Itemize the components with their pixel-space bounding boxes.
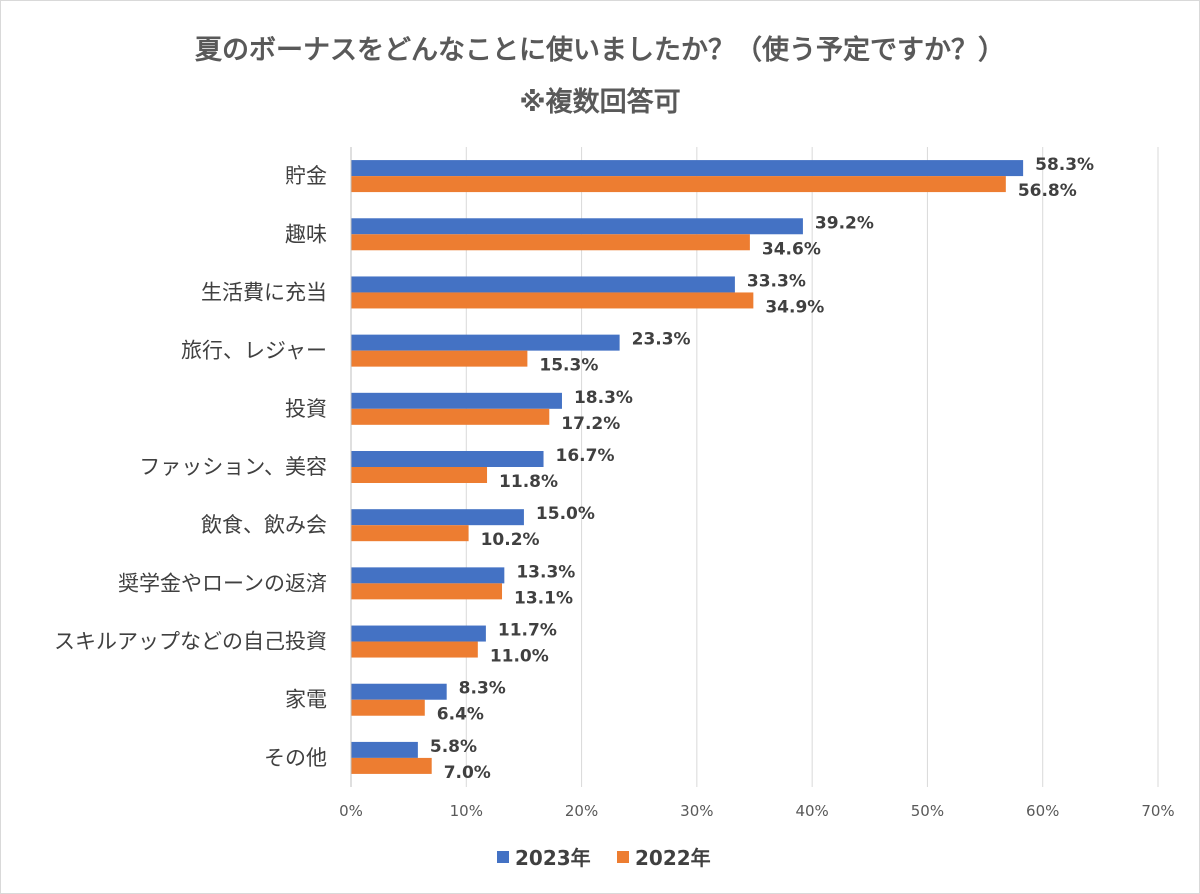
- data-label: 15.0%: [536, 504, 595, 524]
- bar-2023: [351, 625, 486, 642]
- data-label: 34.6%: [762, 239, 821, 259]
- x-tick-label: 70%: [1141, 802, 1174, 820]
- legend-label: 2022年: [635, 846, 711, 870]
- bar-2023: [351, 567, 505, 584]
- bar-2022: [351, 757, 432, 774]
- category-label: その他: [264, 746, 327, 770]
- bar-2022: [351, 699, 425, 716]
- chart-title: 夏のボーナスをどんなことに使いましたか？（使う予定ですか？）: [195, 35, 1005, 66]
- data-label: 8.3%: [459, 679, 506, 699]
- bar-2023: [351, 683, 447, 700]
- bar-2023: [351, 451, 544, 467]
- data-label: 18.3%: [574, 388, 633, 408]
- category-label: 家電: [285, 688, 327, 712]
- data-label: 16.7%: [556, 446, 615, 466]
- data-label: 11.7%: [498, 621, 557, 641]
- bar-2023: [351, 741, 418, 758]
- legend-swatch: [497, 851, 509, 863]
- bar-2022: [351, 408, 550, 425]
- bar-2023: [351, 509, 524, 526]
- data-label: 11.8%: [499, 472, 558, 492]
- data-label: 23.3%: [632, 330, 691, 350]
- category-label: 貯金: [285, 164, 327, 188]
- category-label: 奨学金やローンの返済: [118, 571, 327, 595]
- category-label: 投資: [285, 397, 327, 421]
- bar-2023: [351, 392, 562, 409]
- chart-subtitle: ※複数回答可: [519, 87, 681, 118]
- data-label: 13.1%: [514, 588, 573, 608]
- category-label: 飲食、飲み会: [201, 513, 327, 537]
- x-tick-label: 20%: [565, 802, 598, 820]
- data-label: 7.0%: [444, 763, 491, 783]
- category-label: 旅行、レジャー: [181, 339, 327, 363]
- data-label: 17.2%: [561, 414, 620, 434]
- category-label: スキルアップなどの自己投資: [54, 630, 327, 654]
- legend-swatch: [617, 851, 629, 863]
- data-label: 10.2%: [481, 530, 540, 550]
- data-label: 6.4%: [437, 705, 484, 725]
- bar-2022: [351, 350, 528, 367]
- bar-2022: [351, 641, 478, 658]
- category-label: ファッション、美容: [139, 455, 327, 479]
- data-label: 13.3%: [516, 562, 575, 582]
- data-label: 33.3%: [747, 271, 806, 291]
- data-label: 34.9%: [765, 297, 824, 317]
- x-tick-label: 30%: [680, 802, 713, 820]
- bar-2022: [351, 234, 750, 251]
- data-label: 11.0%: [490, 647, 549, 667]
- bar-2022: [351, 467, 488, 483]
- bar-2022: [351, 525, 469, 542]
- data-label: 56.8%: [1018, 181, 1077, 201]
- bar-2023: [351, 218, 803, 235]
- data-label: 15.3%: [539, 356, 598, 376]
- x-tick-label: 60%: [1026, 802, 1059, 820]
- category-label: 趣味: [285, 222, 327, 246]
- x-tick-label: 0%: [339, 802, 363, 820]
- x-tick-label: 50%: [911, 802, 944, 820]
- bar-2022: [351, 176, 1006, 193]
- bar-2023: [351, 276, 735, 293]
- bar-2022: [351, 292, 754, 309]
- category-label: 生活費に充当: [201, 280, 327, 304]
- data-label: 58.3%: [1035, 155, 1094, 175]
- x-tick-label: 10%: [450, 802, 483, 820]
- legend-label: 2023年: [515, 846, 591, 870]
- data-label: 39.2%: [815, 213, 874, 233]
- data-label: 5.8%: [430, 737, 477, 757]
- bar-2023: [351, 160, 1024, 177]
- bar-2022: [351, 583, 503, 600]
- bar-2023: [351, 334, 620, 351]
- x-tick-label: 40%: [795, 802, 828, 820]
